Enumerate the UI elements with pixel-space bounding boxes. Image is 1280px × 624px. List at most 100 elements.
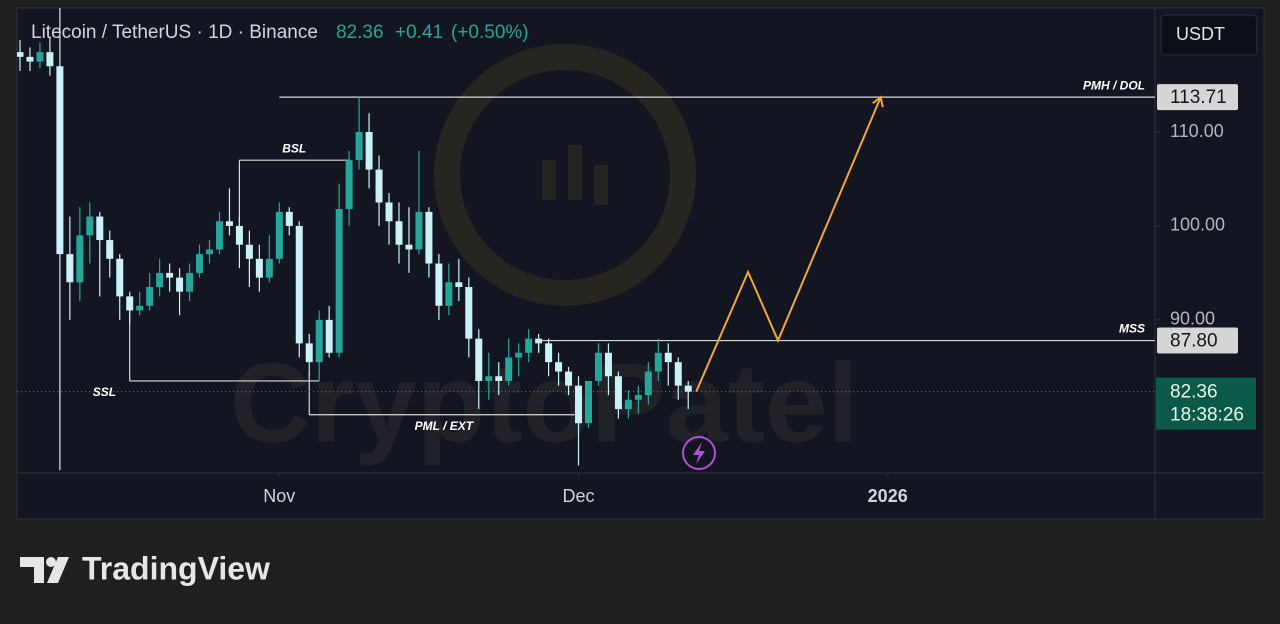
candle-body: [245, 244, 253, 259]
candle-body: [525, 338, 533, 353]
last-price-tag: [1156, 377, 1256, 430]
y-tick-label: 90.00: [1170, 309, 1215, 329]
candle-body: [365, 132, 373, 170]
candle-body: [46, 52, 54, 67]
candle-body: [285, 211, 293, 226]
candle-body: [405, 244, 413, 250]
watermark-logo: [434, 44, 696, 306]
level-label: PMH / DOL: [1083, 78, 1145, 92]
candle-body: [614, 376, 622, 410]
currency-button[interactable]: [1160, 14, 1258, 56]
brand-name: TradingView: [82, 550, 270, 586]
header-change-pct: (+0.50%): [451, 22, 529, 43]
brand-logo: [20, 557, 69, 583]
candle-body: [96, 216, 104, 241]
candle-body: [315, 319, 323, 363]
candle-body: [555, 362, 563, 372]
candle-body: [455, 282, 463, 287]
candle-body: [205, 249, 213, 255]
candle-body: [674, 362, 682, 386]
x-tick-label: 2026: [868, 486, 908, 506]
candle-body: [355, 132, 363, 161]
candle-body: [565, 371, 573, 386]
candle-body: [176, 277, 184, 292]
candle-body: [475, 338, 483, 381]
level-label: BSL: [282, 141, 306, 155]
candle-body: [295, 225, 303, 344]
countdown-label: 18:38:26: [1170, 405, 1244, 426]
candle-body: [385, 202, 393, 222]
price-tag-label: 113.71: [1170, 87, 1227, 108]
candle-body: [275, 211, 283, 259]
price-tag: [1157, 84, 1238, 111]
candle-body: [76, 235, 84, 283]
candle-body: [136, 305, 144, 311]
candle-body: [126, 296, 134, 311]
candle-body: [654, 352, 662, 372]
candle-body: [604, 352, 612, 377]
candle-body: [36, 52, 44, 62]
candle-body: [425, 211, 433, 264]
candle-body: [156, 272, 164, 287]
projection-arrowhead: [872, 95, 884, 108]
candle-body: [684, 385, 692, 392]
candle-body: [545, 343, 553, 363]
candle-body: [594, 352, 602, 381]
candle-body: [325, 319, 333, 353]
candle-body: [375, 169, 383, 203]
candle-body: [166, 272, 174, 278]
x-tick-label: Nov: [263, 486, 295, 506]
candle-body: [345, 160, 353, 210]
candle-body: [196, 254, 204, 273]
candle-body: [186, 272, 194, 292]
candle-body: [505, 357, 513, 381]
watermark: CryptoPatel: [230, 341, 859, 466]
last-price-label: 82.36: [1170, 382, 1218, 403]
alert-bolt: [693, 442, 705, 464]
price-tag-label: 87.80: [1170, 331, 1218, 352]
candle-body: [415, 211, 423, 250]
candle-body: [17, 52, 24, 57]
candle-body: [575, 385, 583, 424]
y-tick-label: 100.00: [1170, 215, 1225, 235]
candle-body: [235, 225, 243, 245]
symbol-title: Litecoin / TetherUS · 1D · Binance: [31, 22, 318, 43]
candle-body: [535, 338, 543, 344]
level-label: MSS: [1119, 322, 1145, 336]
candle-body: [584, 380, 592, 424]
candle-body: [445, 282, 453, 306]
candle-body: [435, 263, 443, 306]
candle-body: [265, 258, 273, 278]
y-tick-label: 110.00: [1170, 121, 1224, 141]
level-label: SSL: [93, 385, 116, 399]
candle-body: [495, 376, 503, 381]
candle-body: [305, 343, 313, 363]
x-tick-label: Dec: [563, 486, 595, 506]
candle-body: [146, 287, 154, 306]
candle-body: [255, 258, 263, 278]
alert-icon[interactable]: [682, 436, 716, 470]
candle-body: [465, 287, 473, 339]
price-tag: [1157, 327, 1238, 354]
candle-body: [395, 221, 403, 245]
candle-body: [644, 371, 652, 396]
candle-body: [485, 376, 493, 381]
candle-body: [215, 221, 223, 250]
candle-body: [515, 352, 523, 358]
candle-body: [624, 399, 632, 410]
header-price: 82.36: [336, 22, 384, 43]
candle-body: [225, 221, 233, 226]
header-change: +0.41: [395, 22, 443, 43]
candle-body: [335, 209, 343, 353]
candle-body: [634, 395, 642, 400]
currency-label[interactable]: USDT: [1176, 24, 1225, 44]
candle-body: [86, 216, 94, 236]
candle-body: [664, 352, 672, 363]
candle-body: [66, 254, 74, 283]
candle-body: [56, 66, 64, 255]
level-label: PML / EXT: [415, 419, 475, 433]
candle-body: [116, 258, 124, 297]
candle-body: [106, 240, 114, 259]
